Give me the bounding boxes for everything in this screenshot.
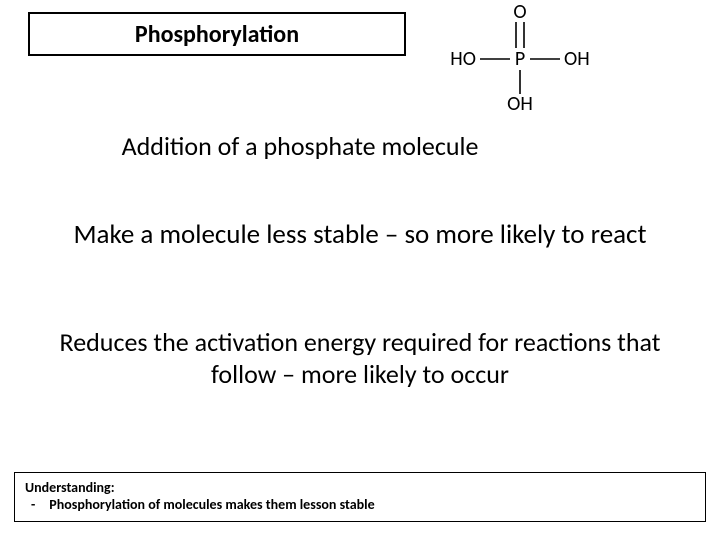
atom-o-top: O <box>513 0 526 24</box>
atom-oh-bottom: OH <box>507 92 533 116</box>
atom-p: P <box>515 47 525 71</box>
body-line-2: Make a molecule less stable – so more li… <box>0 218 720 251</box>
body-line-1: Addition of a phosphate molecule <box>0 130 660 162</box>
title-box: Phosphorylation <box>28 12 406 56</box>
understanding-box: Understanding: Phosphorylation of molecu… <box>14 472 706 522</box>
understanding-heading: Understanding: <box>25 479 695 496</box>
title-text: Phosphorylation <box>135 20 299 49</box>
atom-ho-left: HO <box>450 47 476 71</box>
phosphate-structure-diagram: P O HO OH OH <box>440 0 600 120</box>
body-line-3: Reduces the activation energy required f… <box>0 326 720 390</box>
understanding-bullet-1: Phosphorylation of molecules makes them … <box>31 496 695 513</box>
atom-oh-right: OH <box>564 47 590 71</box>
understanding-list: Phosphorylation of molecules makes them … <box>25 496 695 513</box>
